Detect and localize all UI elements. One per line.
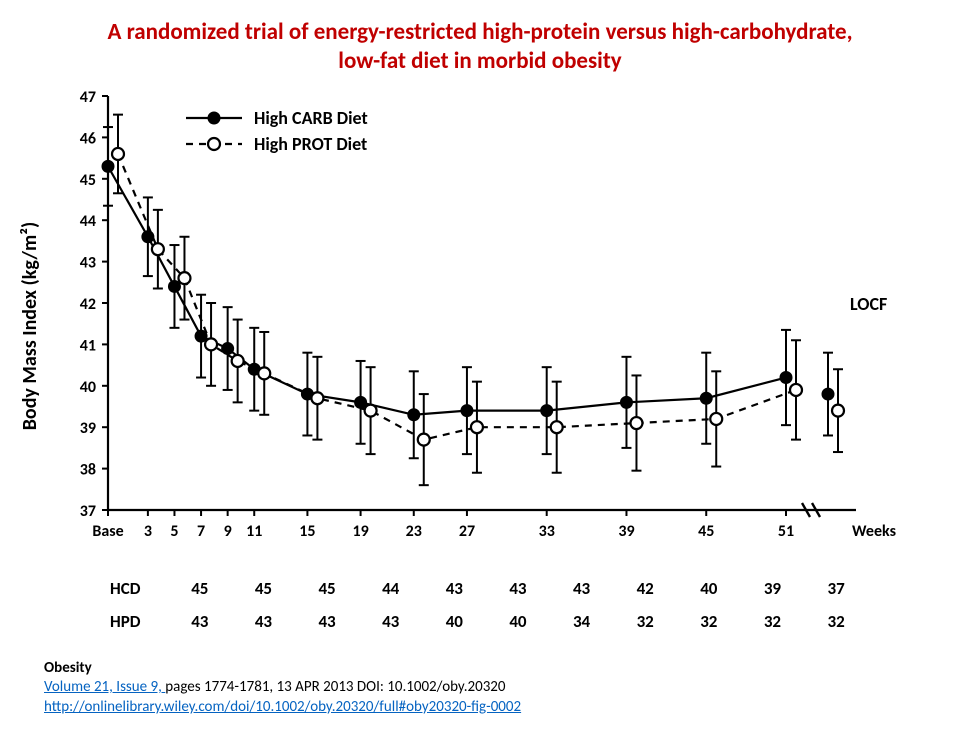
y-axis-label: Body Mass Index (kg/m²) — [18, 221, 42, 430]
title-line-1: A randomized trial of energy-restricted … — [107, 18, 852, 46]
chart-svg: 37 38 39 40 41 42 43 44 45 46 47 Base 3579 11 15 19 23 27… — [44, 86, 916, 566]
svg-text:High CARB Diet: High CARB Diet — [254, 107, 368, 129]
table-cell: 40 — [677, 572, 741, 605]
table-cell: 45 — [295, 572, 359, 605]
table-cell: 44 — [359, 572, 423, 605]
table-cell: 43 — [168, 605, 232, 638]
source-url-line: http://onlinelibrary.wiley.com/doi/10.10… — [44, 698, 521, 718]
locf-label: LOCF — [850, 293, 887, 315]
svg-text:40: 40 — [80, 377, 96, 396]
svg-text:11: 11 — [246, 522, 262, 541]
row-label: HCD — [108, 572, 168, 605]
table-cell: 43 — [550, 572, 614, 605]
svg-text:45: 45 — [80, 170, 96, 189]
svg-text:Weeks: Weeks — [852, 522, 896, 541]
bmi-chart: Body Mass Index (kg/m²) 3738394041424344… — [44, 86, 916, 566]
journal-name: Obesity — [44, 659, 521, 679]
svg-text:44: 44 — [80, 212, 96, 231]
table-cell: 34 — [550, 605, 614, 638]
table-cell: 32 — [677, 605, 741, 638]
svg-text:41: 41 — [80, 336, 96, 355]
title-line-2: low-fat diet in morbid obesity — [338, 47, 621, 75]
citation-rest: pages 1774-1781, 13 APR 2013 DOI: 10.100… — [165, 678, 505, 696]
svg-text:23: 23 — [406, 522, 422, 541]
counts-table: HCD4545454443434342403937HPD434343434040… — [108, 572, 868, 638]
table-cell: 32 — [804, 605, 868, 638]
table-cell: 42 — [613, 572, 677, 605]
table-cell: 40 — [423, 605, 487, 638]
table-cell: 39 — [741, 572, 805, 605]
svg-text:42: 42 — [80, 295, 96, 314]
svg-text:43: 43 — [80, 253, 96, 272]
table-cell: 45 — [168, 572, 232, 605]
table-cell: 43 — [486, 572, 550, 605]
svg-text:5: 5 — [170, 522, 178, 541]
svg-text:45: 45 — [698, 522, 714, 541]
svg-text:9: 9 — [224, 522, 232, 541]
counts-table-wrap: HCD4545454443434342403937HPD434343434040… — [108, 572, 868, 638]
svg-text:37: 37 — [80, 502, 96, 521]
svg-text:3: 3 — [144, 522, 152, 541]
table-cell: 43 — [232, 605, 296, 638]
volume-issue-link[interactable]: Volume 21, Issue 9, — [44, 678, 165, 696]
table-cell: 40 — [486, 605, 550, 638]
page-title: A randomized trial of energy-restricted … — [44, 18, 916, 76]
svg-text:19: 19 — [352, 522, 368, 541]
table-cell: 43 — [295, 605, 359, 638]
table-cell: 32 — [613, 605, 677, 638]
table-cell: 32 — [741, 605, 805, 638]
svg-text:15: 15 — [299, 522, 315, 541]
table-cell: 43 — [359, 605, 423, 638]
table-cell: 43 — [423, 572, 487, 605]
svg-text:27: 27 — [459, 522, 475, 541]
citation-footer: Obesity Volume 21, Issue 9, pages 1774-1… — [44, 659, 521, 718]
svg-text:39: 39 — [80, 419, 96, 438]
table-row: HCD4545454443434342403937 — [108, 572, 868, 605]
source-url-link[interactable]: http://onlinelibrary.wiley.com/doi/10.10… — [44, 698, 521, 716]
citation-line: Volume 21, Issue 9, pages 1774-1781, 13 … — [44, 678, 521, 698]
svg-text:High PROT Diet: High PROT Diet — [254, 133, 367, 155]
svg-text:33: 33 — [539, 522, 555, 541]
row-label: HPD — [108, 605, 168, 638]
table-cell: 45 — [232, 572, 296, 605]
svg-text:Base: Base — [92, 522, 123, 541]
page-root: A randomized trial of energy-restricted … — [0, 0, 960, 739]
svg-text:7: 7 — [197, 522, 205, 541]
svg-text:51: 51 — [778, 522, 794, 541]
svg-text:38: 38 — [80, 460, 96, 479]
svg-text:46: 46 — [80, 129, 96, 148]
svg-text:39: 39 — [618, 522, 634, 541]
table-cell: 37 — [804, 572, 868, 605]
table-row: HPD4343434340403432323232 — [108, 605, 868, 638]
svg-text:47: 47 — [80, 88, 96, 107]
